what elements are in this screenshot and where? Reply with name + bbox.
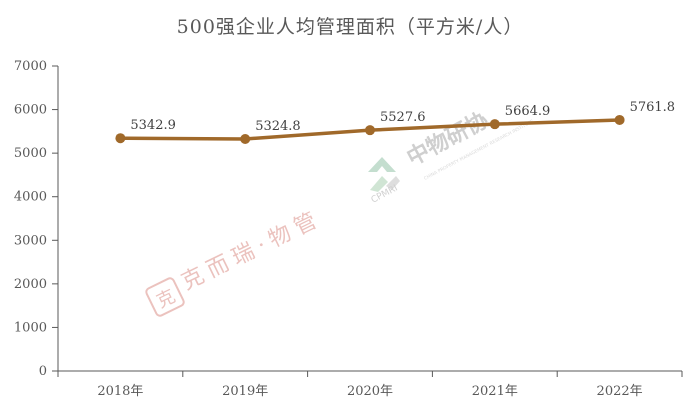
data-label: 5342.9 <box>130 118 176 133</box>
data-point <box>489 119 500 130</box>
y-axis-ticks: 0 1000 2000 3000 4000 5000 6000 7000 <box>14 59 58 379</box>
data-label: 5527.6 <box>380 110 426 125</box>
kerui-watermark: 克 克而瑞·物管 <box>145 206 326 317</box>
x-tick-label: 2021年 <box>472 384 518 399</box>
kerui-seal-icon <box>145 277 185 317</box>
data-point <box>365 125 375 136</box>
y-tick-label: 2000 <box>14 277 47 292</box>
cpmri-logo-icon <box>368 157 400 192</box>
kerui-text: 克而瑞·物管 <box>178 206 326 296</box>
data-point <box>240 133 251 144</box>
series-group <box>115 114 625 144</box>
data-label: 5761.8 <box>630 100 676 115</box>
x-tick-label: 2018年 <box>97 384 143 399</box>
y-tick-label: 6000 <box>14 103 47 118</box>
y-tick-label: 0 <box>39 364 47 379</box>
x-tick-label: 2020年 <box>347 384 393 399</box>
y-tick-label: 5000 <box>14 146 47 161</box>
data-point <box>614 114 625 125</box>
y-tick-label: 1000 <box>14 320 47 335</box>
x-tick-label: 2019年 <box>222 384 268 399</box>
y-tick-label: 7000 <box>14 59 47 74</box>
data-labels-group: 5342.9 5324.8 5527.6 5664.9 5761.8 <box>130 100 675 134</box>
x-tick-label: 2022年 <box>597 384 643 399</box>
y-tick-label: 4000 <box>14 190 47 205</box>
data-label: 5664.9 <box>505 104 551 119</box>
y-tick-label: 3000 <box>14 233 47 248</box>
chart-title: 500强企业人均管理面积（平方米/人） <box>176 16 524 38</box>
data-label: 5324.8 <box>255 119 301 134</box>
data-point <box>115 133 126 144</box>
x-axis-ticks: 2018年 2019年 2020年 2021年 2022年 <box>57 371 683 399</box>
